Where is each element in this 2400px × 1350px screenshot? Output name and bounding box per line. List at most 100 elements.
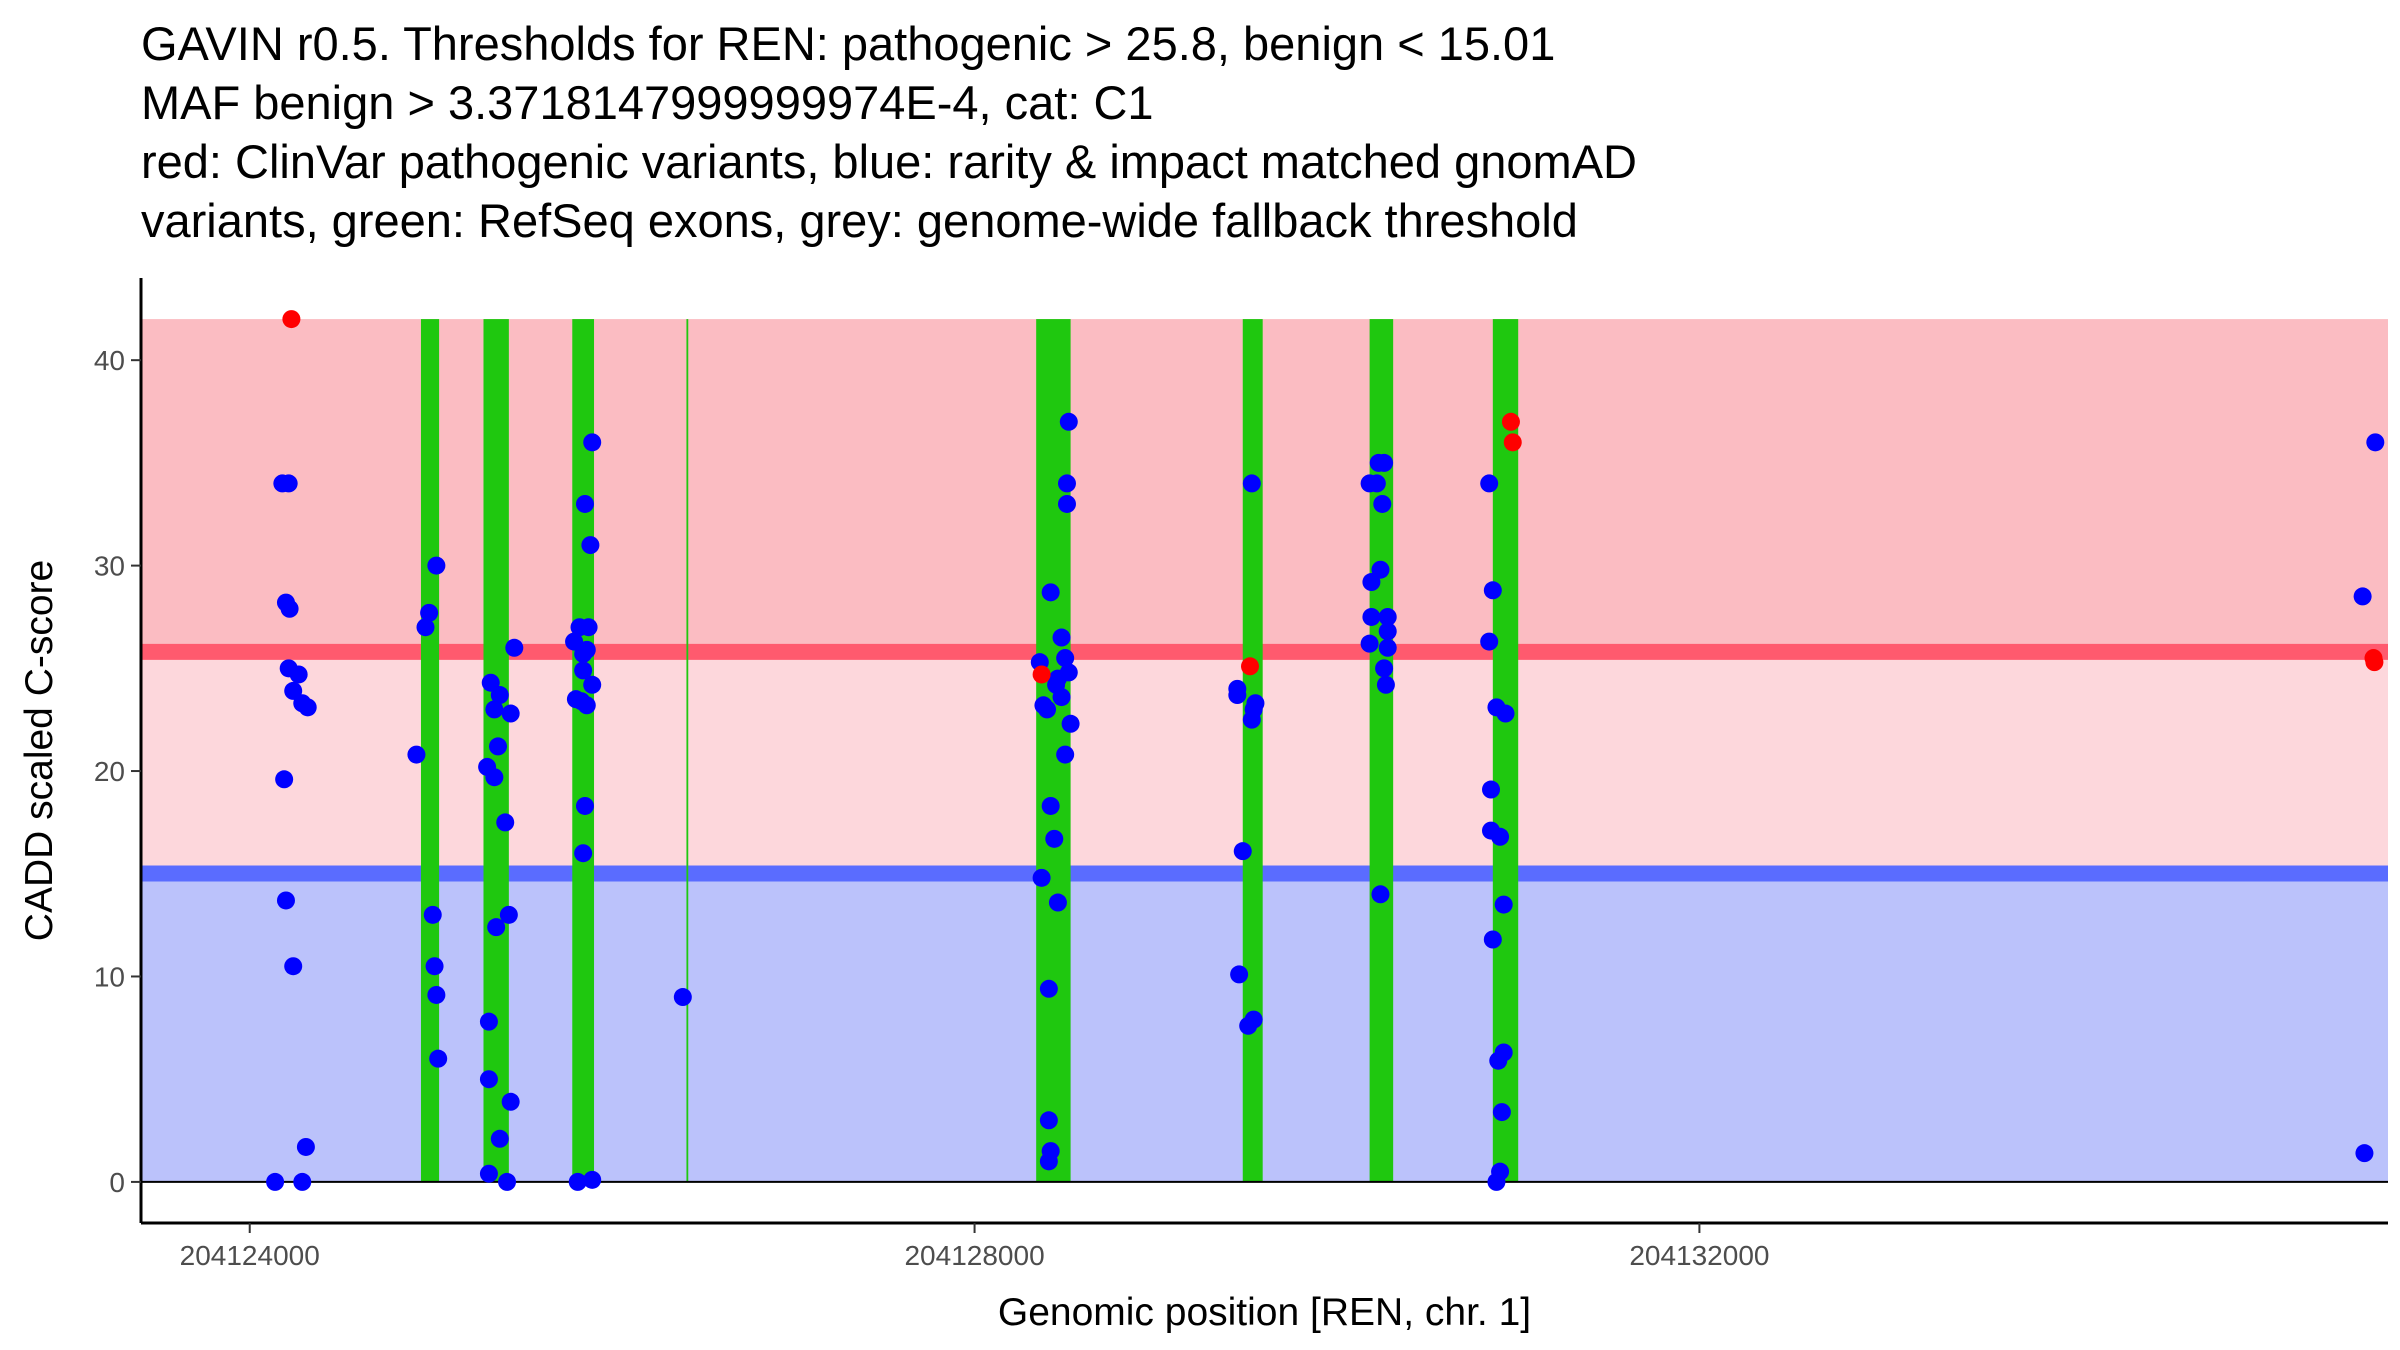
- gnomad-point: [1494, 1043, 1513, 1062]
- gnomad-point: [1230, 965, 1249, 984]
- gnomad-point: [1480, 474, 1499, 493]
- gnomad-point: [1376, 675, 1395, 694]
- gnomad-point: [1378, 622, 1397, 641]
- gnomad-point: [1375, 659, 1394, 678]
- clinvar-point: [1241, 657, 1260, 676]
- gnomad-point: [284, 681, 303, 700]
- gnomad-point: [1228, 686, 1247, 705]
- gnomad-point: [577, 696, 596, 715]
- gnomad-point: [427, 985, 446, 1004]
- title-line-4: variants, green: RefSeq exons, grey: gen…: [141, 194, 1578, 247]
- x-axis-title: Genomic position [REN, chr. 1]: [998, 1291, 1531, 1334]
- gnomad-point: [298, 698, 317, 717]
- gnomad-point: [496, 813, 515, 832]
- gnomad-point: [581, 536, 600, 555]
- gnomad-point: [1048, 893, 1067, 912]
- benign-region: [141, 873, 2388, 1182]
- exon-bar: [686, 319, 689, 1182]
- gnomad-point: [583, 675, 602, 694]
- gnomad-point: [1059, 412, 1078, 431]
- pathogenic-region: [141, 319, 2388, 652]
- gnomad-point: [1242, 710, 1261, 729]
- gnomad-point: [583, 1170, 602, 1189]
- gnomad-point: [1494, 895, 1513, 914]
- clinvar-point: [1501, 412, 1520, 431]
- gnomad-point: [1492, 1103, 1511, 1122]
- gnomad-point: [1239, 1016, 1258, 1035]
- gnomad-point: [673, 988, 692, 1007]
- gnomad-point: [1038, 700, 1057, 719]
- variant-points: [266, 310, 2385, 1191]
- y-axis-title: CADD scaled C-score: [18, 560, 61, 941]
- gnomad-point: [276, 891, 295, 910]
- title-line-1: GAVIN r0.5. Thresholds for REN: pathogen…: [141, 17, 1556, 70]
- gnomad-point: [1057, 474, 1076, 493]
- gnomad-point: [498, 1172, 517, 1191]
- exon-bar: [1369, 319, 1394, 1182]
- gnomad-point: [1496, 704, 1515, 723]
- gnomad-point: [1371, 560, 1390, 579]
- y-tick-label: 0: [109, 1167, 125, 1198]
- gnomad-point: [499, 905, 518, 924]
- intermediate-region: [141, 651, 2388, 874]
- gnomad-point: [1483, 581, 1502, 600]
- gnomad-point: [1032, 868, 1051, 887]
- y-tick-label: 20: [94, 756, 125, 787]
- gnomad-point: [479, 1012, 498, 1031]
- y-tick-label: 30: [94, 551, 125, 582]
- gnomad-point: [1371, 885, 1390, 904]
- gnomad-point: [583, 433, 602, 452]
- gnomad-point: [1480, 632, 1499, 651]
- gnomad-point: [1483, 930, 1502, 949]
- gnomad-point: [488, 737, 507, 756]
- gnomad-point: [1360, 634, 1379, 653]
- title-line-2: MAF benign > 3.3718147999999974E-4, cat:…: [141, 76, 1154, 129]
- gnomad-point: [2355, 1144, 2374, 1163]
- gnomad-point: [1242, 474, 1261, 493]
- clinvar-point: [1503, 433, 1522, 452]
- gnomad-point: [568, 1172, 587, 1191]
- gnomad-point: [425, 957, 444, 976]
- gnomad-point: [1039, 1111, 1058, 1130]
- gnomad-point: [1367, 474, 1386, 493]
- x-tick-label: 204124000: [180, 1240, 320, 1271]
- gnomad-point: [1378, 638, 1397, 657]
- gnomad-point: [574, 661, 593, 680]
- y-tick-label: 10: [94, 961, 125, 992]
- threshold-bands: [141, 319, 2388, 1182]
- gnomad-point: [423, 905, 442, 924]
- gnomad-point: [1056, 649, 1075, 668]
- gnomad-point: [575, 494, 594, 513]
- gnomad-point: [1373, 494, 1392, 513]
- gnomad-point: [1362, 607, 1381, 626]
- exon-bar: [572, 319, 595, 1182]
- gnomad-point: [407, 745, 426, 764]
- gnomad-point: [1061, 714, 1080, 733]
- gnomad-point: [1045, 829, 1064, 848]
- gnomad-point: [2353, 587, 2372, 606]
- gnomad-point: [1233, 842, 1252, 861]
- gnomad-point: [416, 618, 435, 637]
- gnomad-point: [2366, 433, 2385, 452]
- gnomad-point: [1041, 796, 1060, 815]
- gnomad-point: [1052, 628, 1071, 647]
- gnomad-point: [479, 1070, 498, 1089]
- gnomad-point: [296, 1137, 315, 1156]
- gnomad-point: [284, 957, 303, 976]
- gnomad-point: [1056, 745, 1075, 764]
- gnomad-point: [1039, 1152, 1058, 1171]
- gnomad-point: [1487, 1172, 1506, 1191]
- gnomad-point: [1362, 573, 1381, 592]
- gnomad-point: [429, 1049, 448, 1068]
- gnomad-point: [1039, 979, 1058, 998]
- gnomad-point: [1052, 688, 1071, 707]
- y-tick-label: 40: [94, 345, 125, 376]
- exon-bar: [1492, 319, 1519, 1182]
- gnomad-point: [289, 665, 308, 684]
- gnomad-point: [501, 704, 520, 723]
- gnomad-point: [1482, 780, 1501, 799]
- gnomad-point: [490, 1129, 509, 1148]
- gnomad-point: [487, 918, 506, 937]
- gnomad-point: [280, 599, 299, 618]
- title-line-3: red: ClinVar pathogenic variants, blue: …: [141, 135, 1637, 188]
